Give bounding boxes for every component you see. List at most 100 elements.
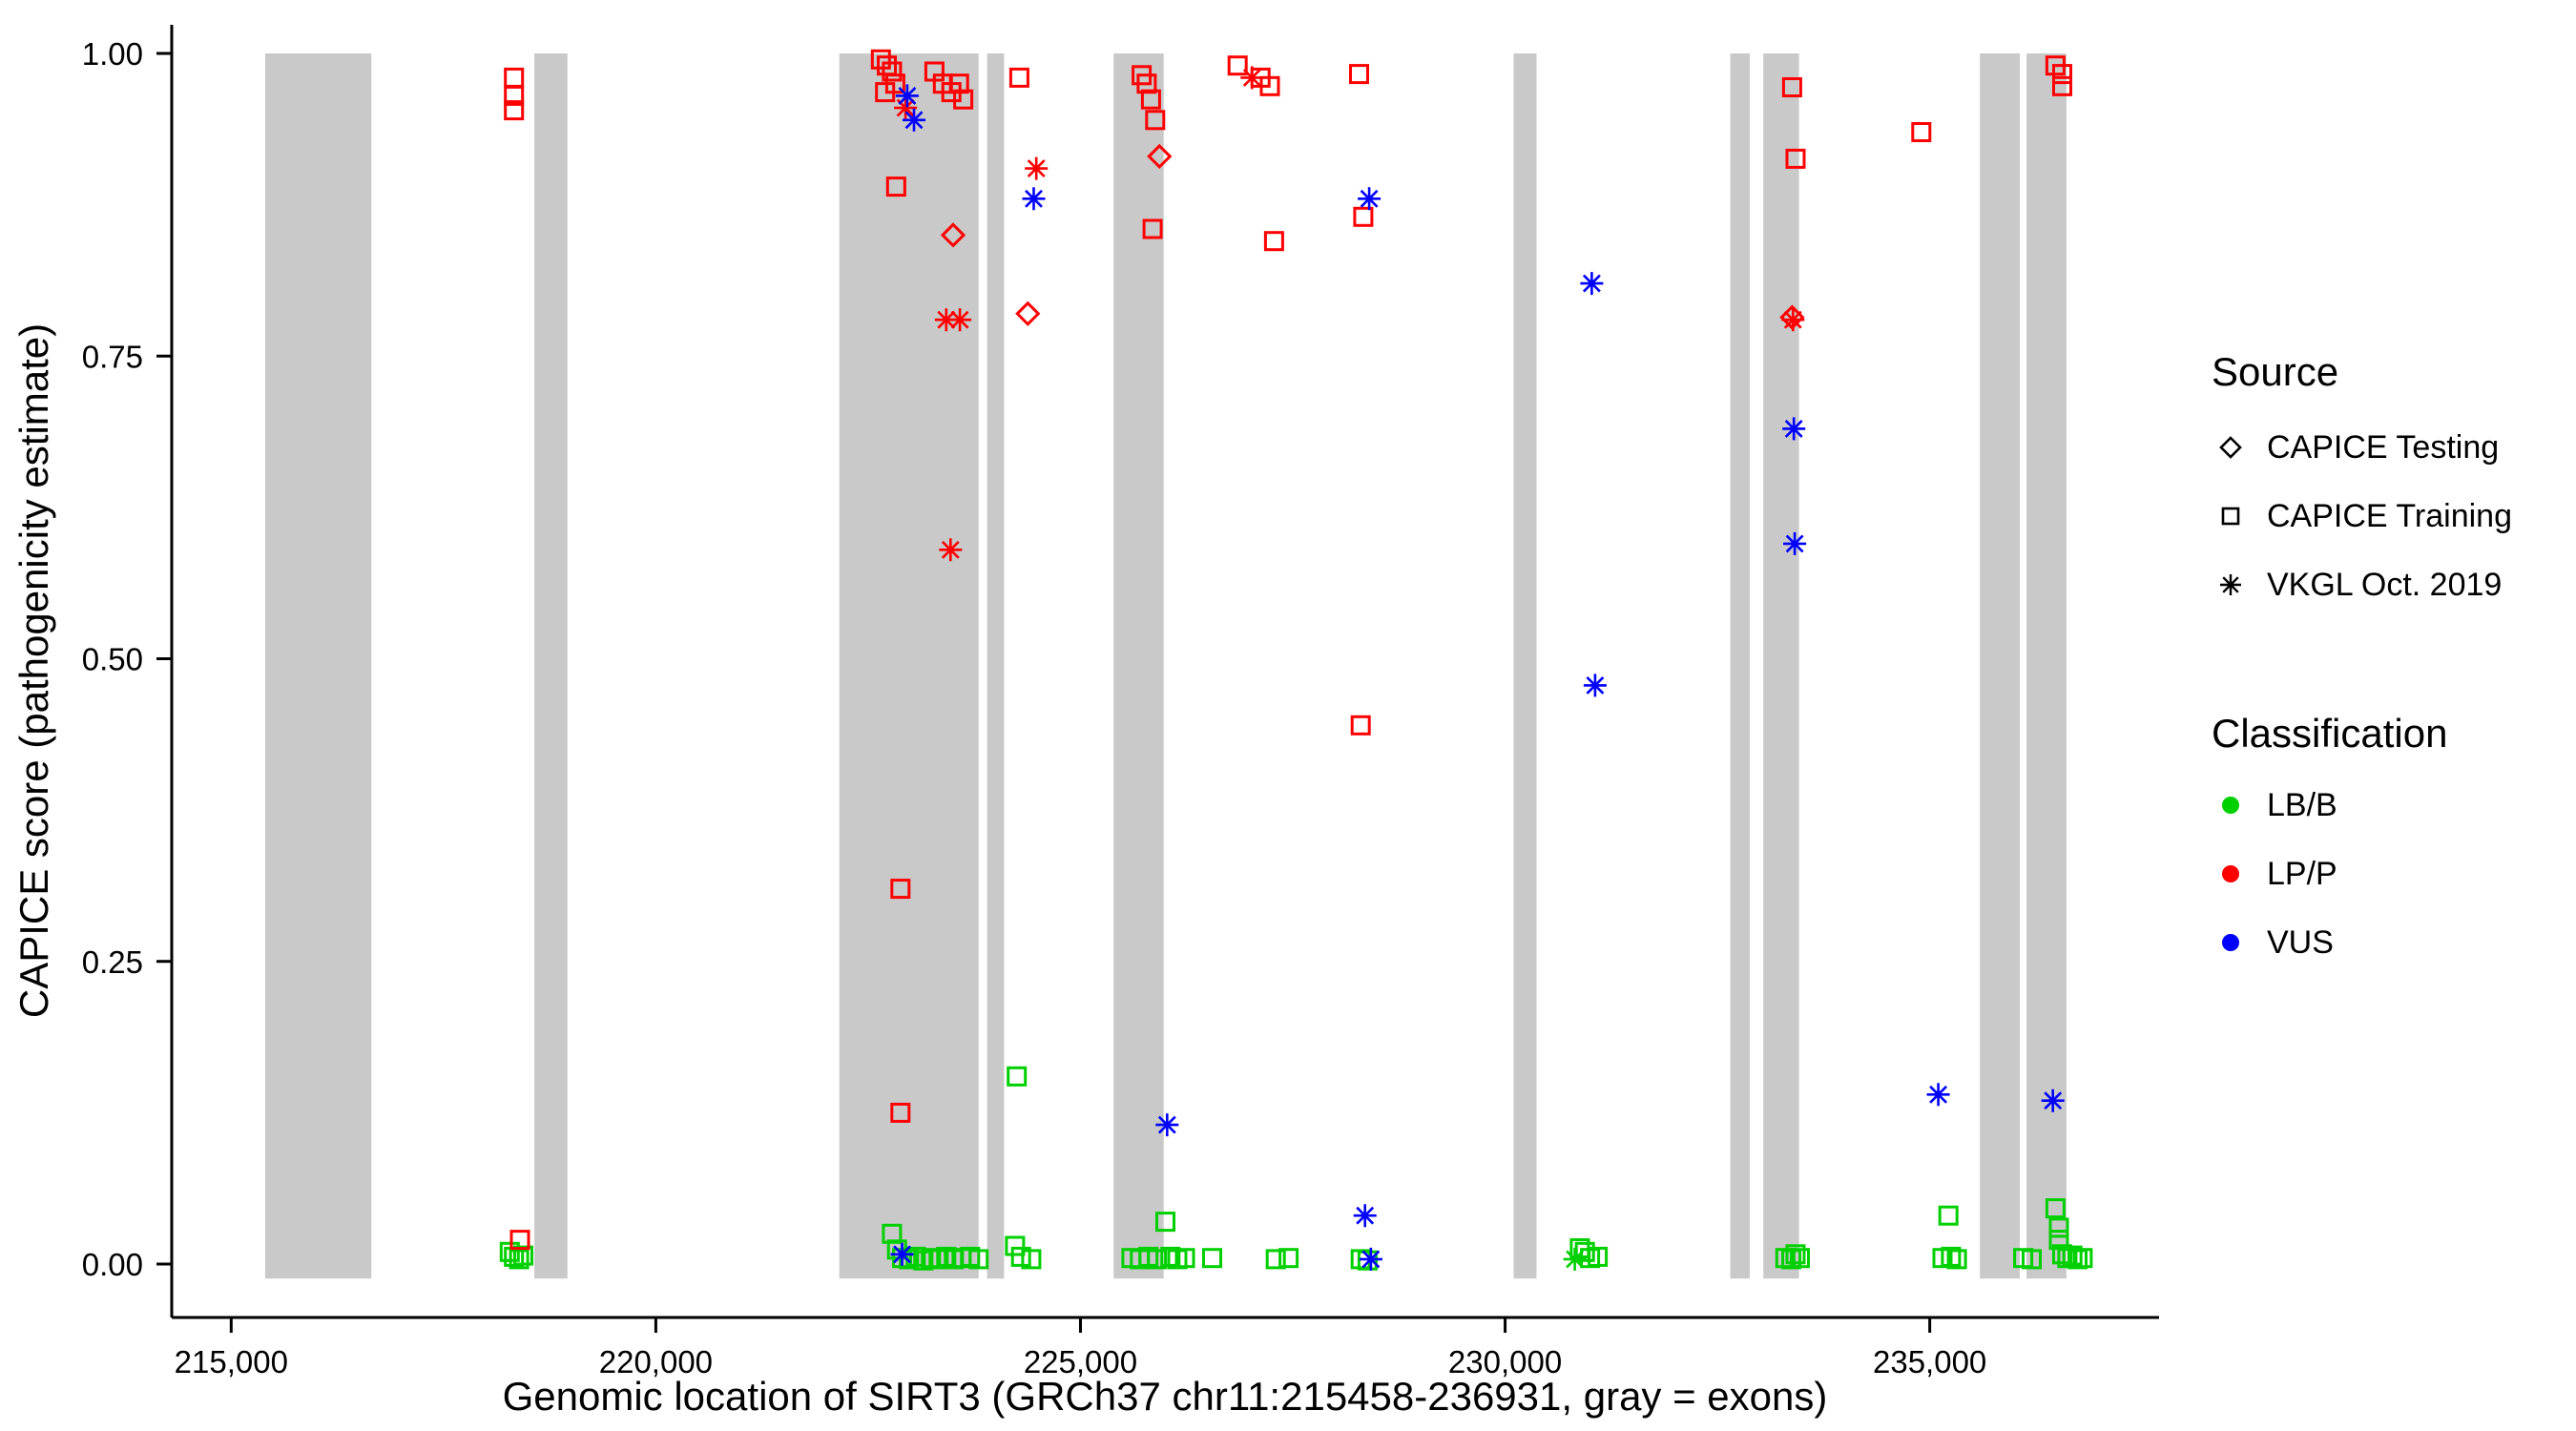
data-point-square <box>509 1230 530 1251</box>
data-point-square <box>890 879 911 900</box>
exon-band <box>1730 53 1750 1279</box>
legend-classification-title: Classification <box>2212 711 2448 756</box>
y-tick-label: 0.00 <box>82 1247 143 1282</box>
legend-item-vus: VUS <box>2212 908 2512 977</box>
x-tick-label: 225,000 <box>1024 1344 1137 1379</box>
data-points <box>499 49 2093 1271</box>
data-point-asterisk <box>1353 1204 1377 1228</box>
data-point-square <box>509 1249 530 1270</box>
legend-item-label: VKGL Oct. 2019 <box>2267 566 2503 603</box>
square-open-icon <box>2221 507 2240 526</box>
data-point-square <box>2052 64 2072 85</box>
exon-bands <box>264 53 2067 1279</box>
data-point-square <box>1350 715 1371 736</box>
legend-source-title: Source <box>2212 349 2339 394</box>
data-point-square <box>1008 67 1029 88</box>
data-point-square <box>2045 1198 2066 1219</box>
data-point-asterisk <box>903 108 925 132</box>
data-point-square <box>875 82 896 103</box>
data-point-asterisk <box>1022 187 1046 211</box>
legend-item-vkgl: VKGL Oct. 2019 <box>2212 550 2512 619</box>
data-point-square <box>1349 64 1369 85</box>
exon-band <box>264 53 372 1279</box>
data-point-asterisk <box>1580 272 1604 296</box>
exon-band <box>1980 53 2020 1279</box>
lb-b-dot-circle <box>2222 797 2239 814</box>
data-point-square <box>504 100 525 121</box>
data-point-square <box>1259 75 1280 96</box>
data-point-square <box>2048 1217 2069 1238</box>
data-point-square <box>1227 55 1248 76</box>
data-point-square <box>1353 206 1374 227</box>
data-point-square <box>2062 1245 2083 1266</box>
exon-band <box>1113 53 1164 1279</box>
lb-b-dot-icon <box>2222 797 2239 814</box>
data-point-square <box>2022 1249 2042 1270</box>
y-tick-label: 1.00 <box>82 36 143 72</box>
asterisk-icon <box>2220 574 2241 595</box>
legend-item-label: LP/P <box>2267 855 2337 892</box>
data-point-square <box>1005 1235 1026 1256</box>
data-point-asterisk <box>939 538 963 562</box>
data-point-square <box>1911 122 1932 142</box>
data-point-square <box>1265 1249 1286 1270</box>
data-point-diamond <box>1147 143 1173 170</box>
data-point-asterisk <box>1782 417 1806 441</box>
data-point-asterisk <box>2041 1089 2065 1112</box>
data-point-asterisk <box>1358 187 1381 211</box>
data-point-square <box>504 85 525 106</box>
data-point-asterisk <box>1781 308 1805 332</box>
data-point-square <box>1021 1249 1042 1270</box>
exon-band <box>534 53 568 1279</box>
y-tick-label: 0.50 <box>82 642 143 677</box>
data-point-square <box>1588 1246 1609 1267</box>
data-point-square <box>504 67 525 88</box>
legend-item-lb-b: LB/B <box>2212 771 2512 840</box>
legend-item-lp-p: LP/P <box>2212 840 2512 908</box>
legend-item-label: CAPICE Training <box>2267 497 2512 534</box>
data-point-asterisk <box>890 1242 914 1266</box>
data-point-square <box>1781 77 1802 97</box>
data-point-square <box>953 89 974 110</box>
data-point-asterisk <box>1359 1247 1382 1271</box>
x-tick-label: 235,000 <box>1873 1344 1986 1379</box>
x-axis-title: Genomic location of SIRT3 (GRCh37 chr11:… <box>503 1374 1828 1419</box>
data-point-square <box>1202 1248 1222 1269</box>
data-point-square <box>882 61 903 82</box>
data-point-square <box>2052 75 2072 96</box>
axes: 215,000 220,000 225,000 230,000 235,000 0.00 0… <box>82 25 2159 1379</box>
data-point-asterisk <box>948 308 972 332</box>
legend-item-label: LB/B <box>2267 786 2337 823</box>
x-tick-label: 215,000 <box>175 1344 288 1379</box>
x-tick-label: 220,000 <box>599 1344 713 1379</box>
lp-p-dot-icon <box>2222 865 2239 882</box>
data-point-square <box>2057 1248 2078 1269</box>
data-point-square <box>1140 89 1161 110</box>
diamond-open-icon <box>2219 436 2242 459</box>
legend-item-capice-testing: CAPICE Testing <box>2212 413 2512 482</box>
data-point-square <box>1785 148 1806 169</box>
data-point-diamond <box>1015 301 1041 326</box>
exon-band <box>1763 53 1799 1279</box>
vus-dot-circle <box>2222 934 2239 951</box>
lp-p-dot-circle <box>2222 865 2239 882</box>
data-point-square <box>1007 1066 1028 1087</box>
data-point-square <box>1278 1248 1299 1269</box>
y-tick-label: 0.75 <box>82 339 143 374</box>
vus-dot-icon <box>2222 934 2239 951</box>
data-point-asterisk <box>1155 1113 1179 1137</box>
data-point-square <box>1160 1246 1181 1267</box>
data-point-asterisk <box>1583 674 1607 697</box>
data-point-diamond <box>940 222 966 248</box>
data-point-asterisk <box>1240 66 1264 90</box>
x-tick-label: 230,000 <box>1448 1344 1562 1379</box>
exon-band <box>2026 53 2067 1279</box>
data-point-square <box>1790 1248 1810 1269</box>
data-point-asterisk <box>1926 1083 1950 1107</box>
data-point-square <box>1946 1249 1967 1270</box>
data-point-square <box>1147 1249 1168 1270</box>
data-point-asterisk <box>894 96 918 120</box>
data-point-square <box>1263 231 1284 252</box>
